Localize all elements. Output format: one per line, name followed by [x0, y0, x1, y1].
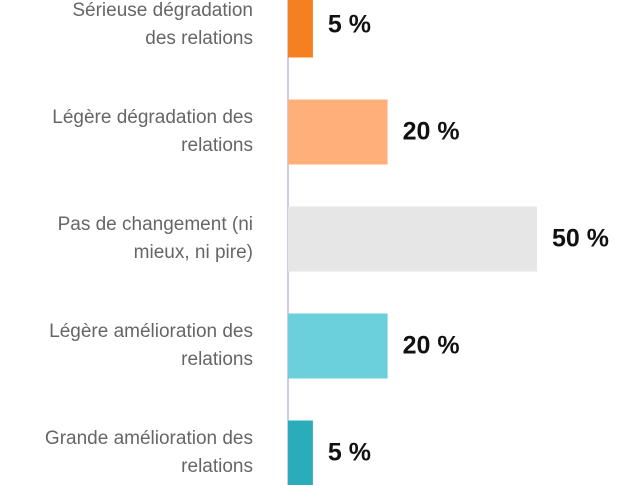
category-label: Pas de changement (ni mieux, ni pire)	[57, 214, 253, 263]
bar	[288, 206, 537, 272]
category-label: Légère amélioration des relations	[49, 321, 253, 370]
category-label: Légère dégradation des relations	[52, 107, 253, 156]
value-label: 20 %	[402, 331, 460, 360]
bar	[288, 99, 388, 165]
bar	[288, 420, 313, 485]
value-label: 50 %	[552, 224, 609, 253]
value-label: 5 %	[327, 438, 371, 467]
bar	[288, 313, 388, 379]
category-label: Sérieuse dégradation des relations	[72, 0, 253, 49]
value-label: 5 %	[327, 10, 371, 39]
bar	[288, 0, 313, 58]
category-label: Grande amélioration des relations	[44, 428, 253, 477]
value-label: 20 %	[402, 117, 460, 146]
